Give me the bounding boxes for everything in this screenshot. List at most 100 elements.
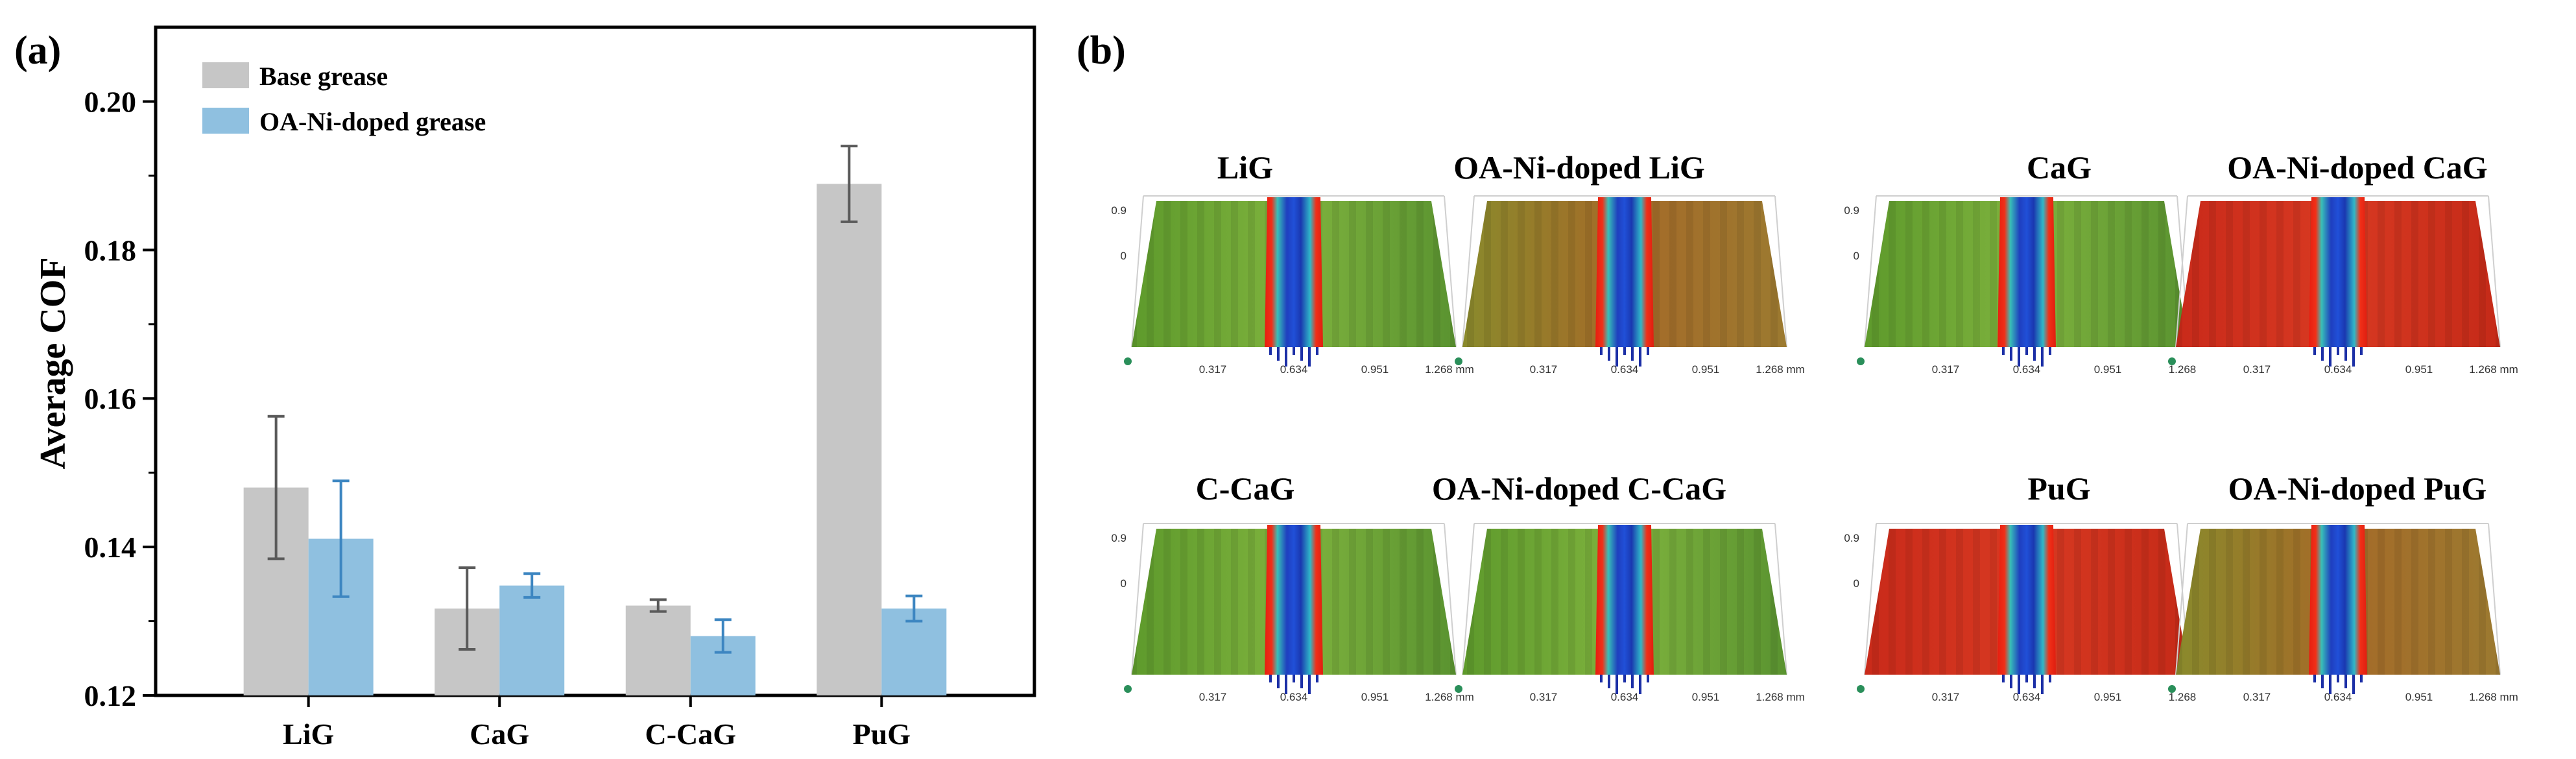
x-categories: LiG CaG C-CaG PuG [283,695,911,751]
orientation-icon [1857,685,1865,693]
map-x-tick: 0.634 [2013,691,2041,703]
legend-swatch-doped [202,108,249,134]
surface-map-6: PuG 0.317 0.634 0.951 1.268 0.9 0 [1844,470,2196,703]
map-x-tick: 0.317 [1530,691,1558,703]
grid-box [2175,195,2501,348]
orientation-icon [1124,685,1132,693]
orientation-icon [2168,685,2176,693]
y-tick-label: 0.20 [84,85,137,118]
map-z-tick: 0 [1121,577,1127,590]
orientation-icon [1455,357,1462,365]
orientation-icon [1124,357,1132,365]
orientation-icon [1857,357,1865,365]
map-x-tick: 0.317 [1932,691,1960,703]
map-x-tick: 0.634 [1280,691,1308,703]
map-x-tick: 0.317 [1199,691,1227,703]
wear-scar [1595,197,1654,347]
wear-scar [1265,197,1323,347]
orientation-icon [1455,685,1462,693]
map-z-tick: 0 [1121,250,1127,262]
y-ticks: 0.12 0.14 0.16 0.18 0.20 [84,85,156,712]
grid-box [1462,523,1787,675]
map-x-tick: 0.951 [2094,691,2122,703]
x-category-label: CaG [470,717,529,751]
map-title: CaG [2027,149,2092,186]
map-x-tick: 0.951 [2094,363,2122,376]
wear-scar [2309,525,2367,675]
bar-chart: Average COF 0.12 0.14 0.16 0.18 0.20 LiG CaG C… [33,25,1036,751]
map-x-tick: 0.951 [1692,363,1720,376]
plot-frame [154,25,1036,697]
map-x-tick: 1.268 mm [2469,363,2518,376]
map-x-tick: 0.317 [1530,363,1558,376]
wear-scar [1998,197,2056,347]
map-title: LiG [1217,149,1273,186]
map-x-tick: 1.268 [2169,691,2197,703]
grid-box [1131,523,1457,675]
map-z-tick: 0.9 [1111,532,1127,544]
panel-a-label: (a) [14,29,61,73]
map-x-tick: 0.317 [1932,363,1960,376]
map-x-tick: 0.951 [1692,691,1720,703]
map-z-tick: 0.9 [1844,204,1859,217]
surface-map-3: OA-Ni-doped CaG 0.317 0.634 0.951 1.268 mm [2168,149,2518,376]
map-x-tick: 0.317 [2243,691,2271,703]
map-z-tick: 0.9 [1111,204,1127,217]
map-x-tick: 1.268 mm [1756,363,1805,376]
map-x-tick: 0.317 [1199,363,1227,376]
map-title: OA-Ni-doped C-CaG [1432,470,1726,507]
grid-box [1131,195,1457,348]
map-title: C-CaG [1196,470,1295,507]
map-x-tick: 0.951 [1361,363,1389,376]
wear-scar [2309,197,2367,347]
map-x-tick: 1.268 mm [2469,691,2518,703]
surface-map-4: C-CaG 0.317 0.634 0.951 1.268 mm 0.9 0 [1111,470,1473,703]
map-x-tick: 0.634 [1280,363,1308,376]
y-tick-label: 0.16 [84,382,137,415]
error-bars [267,145,923,654]
legend-swatch-base [202,62,249,88]
map-x-tick: 0.951 [1361,691,1389,703]
map-x-tick: 0.634 [1611,363,1639,376]
x-category-label: C-CaG [645,717,737,751]
wear-scar [1595,525,1654,675]
map-x-tick: 0.634 [2324,691,2352,703]
map-z-tick: 0 [1854,250,1859,262]
map-x-tick: 1.268 mm [1425,363,1474,376]
bar-base-c-cag [625,605,691,695]
legend: Base grease OA-Ni-doped grease [202,62,486,136]
bar-doped-pug [881,608,947,695]
x-category-label: LiG [283,717,334,751]
map-title: PuG [2027,470,2090,507]
map-x-tick: 0.634 [1611,691,1639,703]
x-category-label: PuG [853,717,911,751]
map-x-tick: 0.951 [2405,363,2433,376]
bars [243,184,947,695]
y-tick-label: 0.18 [84,234,137,267]
surface-maps: LiG 0.317 0.634 0.951 1.268 mm 0.9 0 OA-Ni-dope… [1111,149,2518,703]
y-axis-title: Average COF [33,257,73,469]
y-tick-label: 0.12 [84,679,137,712]
map-x-tick: 1.268 mm [1425,691,1474,703]
wear-scar [1265,525,1323,675]
map-x-tick: 0.634 [2013,363,2041,376]
map-x-tick: 0.634 [2324,363,2352,376]
map-x-tick: 0.317 [2243,363,2271,376]
map-x-tick: 1.268 [2169,363,2197,376]
map-title: OA-Ni-doped PuG [2228,470,2487,507]
surface-map-1: OA-Ni-doped LiG 0.317 0.634 0.951 1.268 mm [1453,149,1805,376]
bar-doped-cag [499,585,565,695]
surface-map-2: CaG 0.317 0.634 0.951 1.268 0.9 0 [1844,149,2196,376]
wear-scar [1998,525,2056,675]
legend-label-doped: OA-Ni-doped grease [259,107,486,136]
bar-base-pug [817,184,882,695]
legend-label-base: Base grease [259,62,388,91]
y-tick-label: 0.14 [84,531,137,564]
surface-map-5: OA-Ni-doped C-CaG 0.317 0.634 0.951 1.268 mm [1432,470,1805,703]
surface-map-7: OA-Ni-doped PuG 0.317 0.634 0.951 1.268 mm [2168,470,2518,703]
panel-b-label: (b) [1077,29,1126,73]
map-z-tick: 0 [1854,577,1859,590]
map-x-tick: 1.268 mm [1756,691,1805,703]
map-title: OA-Ni-doped CaG [2227,149,2487,186]
